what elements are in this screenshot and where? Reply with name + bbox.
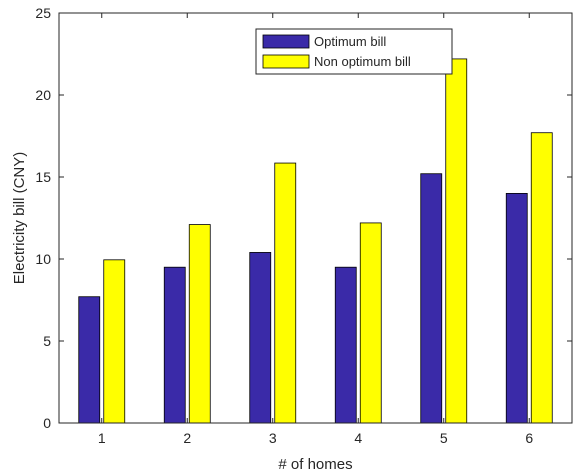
legend: Optimum bill Non optimum bill — [255, 28, 453, 75]
bar-series1-home-5 — [420, 173, 443, 424]
y-tick-label: 5 — [43, 333, 51, 349]
bar-series1-home-2 — [163, 266, 186, 424]
y-tick-label: 15 — [35, 169, 51, 185]
x-tick-label: 4 — [354, 430, 362, 446]
legend-swatch-non-optimum-bill — [262, 54, 310, 69]
x-tick-label: 5 — [440, 430, 448, 446]
bar-series1-home-6 — [505, 192, 528, 424]
ticks-layer: 1 2 3 4 5 6 0 5 10 15 20 25 — [35, 5, 572, 446]
legend-label-optimum-bill: Optimum bill — [314, 34, 386, 49]
y-tick-label: 10 — [35, 251, 51, 267]
x-tick-label: 1 — [98, 430, 106, 446]
x-axis-label: # of homes — [278, 456, 352, 473]
bar-series2-home-2 — [188, 224, 211, 424]
bar-series1-home-1 — [78, 296, 101, 424]
legend-swatch-optimum-bill — [262, 34, 310, 49]
plot-frame — [58, 12, 573, 424]
bar-series2-home-1 — [103, 259, 126, 424]
x-tick-label: 2 — [183, 430, 191, 446]
bar-series2-home-3 — [274, 162, 297, 424]
x-tick-label: 3 — [269, 430, 277, 446]
legend-label-non-optimum-bill: Non optimum bill — [314, 54, 411, 69]
bar-series1-home-3 — [249, 252, 272, 424]
x-tick-label: 6 — [525, 430, 533, 446]
y-tick-label: 0 — [43, 415, 51, 431]
bar-series2-home-4 — [359, 222, 382, 424]
bars-layer — [78, 58, 553, 424]
y-axis-label: Electricity bill (CNY) — [11, 152, 28, 285]
bar-series1-home-4 — [334, 266, 357, 424]
y-tick-label: 20 — [35, 87, 51, 103]
y-tick-label: 25 — [35, 5, 51, 21]
bar-series2-home-5 — [445, 58, 468, 424]
bar-series2-home-6 — [530, 132, 553, 424]
